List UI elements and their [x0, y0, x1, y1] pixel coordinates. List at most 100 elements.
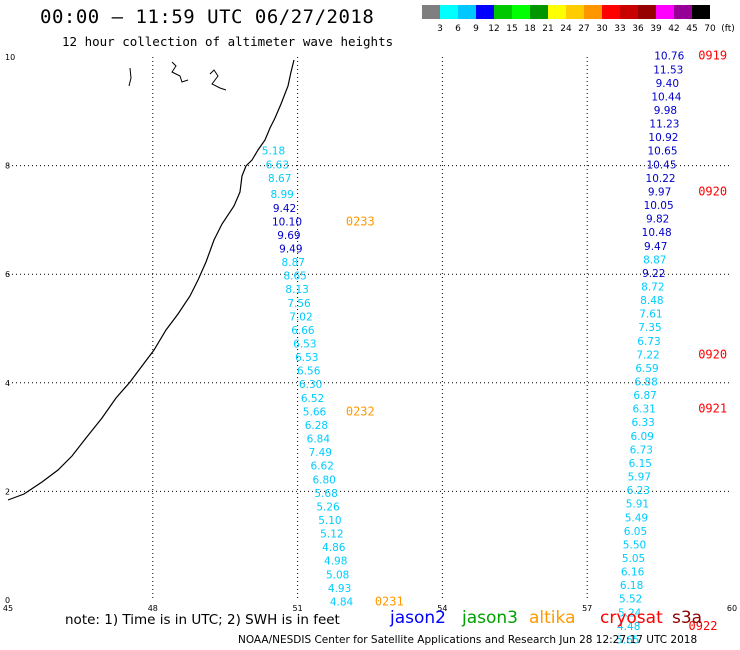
island-shapes: [128, 61, 227, 91]
y-tick-label: 8: [5, 162, 10, 171]
pass-time-label: 0919: [698, 49, 727, 63]
pass-time-label: 0922: [689, 619, 718, 633]
wave-height-point: 4.98: [324, 556, 347, 568]
colorbar-swatch: [638, 5, 656, 19]
wave-height-point: 9.40: [656, 78, 679, 90]
wave-height-point: 6.16: [621, 567, 645, 579]
wave-height-point: 10.65: [647, 146, 677, 158]
colorbar-label: 9: [473, 24, 479, 34]
wave-height-point: 9.49: [279, 243, 302, 255]
colorbar-label: 70: [704, 24, 716, 34]
colorbar-swatch: [692, 5, 710, 19]
wave-height-point: 10.92: [648, 132, 678, 144]
x-tick-label: 51: [293, 604, 303, 613]
wave-height-point: 10.44: [651, 91, 681, 103]
colorbar-swatch: [674, 5, 692, 19]
legend-altika: altika: [529, 608, 576, 628]
pass-time-label: 0921: [698, 402, 727, 416]
wave-height-point: 5.05: [622, 553, 645, 565]
y-tick-label: 4: [5, 379, 10, 388]
wave-height-point: 5.08: [326, 569, 349, 581]
wave-height-point: 9.22: [642, 268, 665, 280]
wave-height-point: 9.98: [654, 105, 677, 117]
wave-height-point: 7.02: [289, 311, 312, 323]
colorbar: 3 6 9 12 15 18 21 24 27 30 33 36 39 42 45 70 (ft): [422, 5, 735, 34]
wave-height-point: 8.72: [641, 281, 664, 293]
colorbar-label: 6: [455, 24, 461, 34]
colorbar-swatch: [512, 5, 530, 19]
colorbar-label: (ft): [721, 24, 735, 34]
wave-height-point: 5.66: [303, 406, 327, 418]
wave-height-point: 6.59: [635, 363, 658, 375]
colorbar-label: 42: [668, 24, 679, 34]
wave-height-point: 7.49: [309, 447, 332, 459]
colorbar-label: 3: [437, 24, 443, 34]
colorbar-label: 18: [524, 24, 536, 34]
wave-height-point: 6.87: [633, 390, 656, 402]
wave-height-point: 5.18: [262, 146, 285, 158]
wave-height-point: 9.97: [648, 186, 671, 198]
wave-height-point: 5.26: [316, 501, 340, 513]
legend-s3a: s3a: [672, 608, 703, 628]
wave-height-point: 6.15: [629, 458, 652, 470]
wave-height-point: 6.30: [299, 379, 322, 391]
chart-title: 00:00 — 11:59 UTC 06/27/2018: [40, 6, 375, 28]
wave-height-point: 8.48: [640, 295, 663, 307]
wave-height-point: 4.93: [328, 583, 351, 595]
wave-height-point: 5.68: [314, 488, 337, 500]
y-tick-label: 0: [5, 596, 10, 605]
wave-height-point: 7.56: [287, 298, 311, 310]
wave-height-point: 6.28: [305, 420, 328, 432]
colorbar-label: 27: [578, 24, 589, 34]
colorbar-swatch: [656, 5, 674, 19]
wave-height-point: 6.73: [637, 336, 660, 348]
x-tick-label: 54: [437, 604, 447, 613]
wave-height-point: 6.63: [266, 159, 289, 171]
wave-height-point: 8.99: [270, 189, 293, 201]
legend-jason3: jason3: [462, 608, 518, 628]
colorbar-label: 30: [596, 24, 608, 34]
wave-height-point: 5.24: [618, 607, 642, 619]
wave-height-point: 6.52: [301, 393, 324, 405]
wave-height-point: 5.12: [320, 529, 343, 541]
wave-height-point: 6.84: [307, 434, 331, 446]
colorbar-swatch: [458, 5, 476, 19]
wave-height-point: 5.10: [318, 515, 341, 527]
wave-height-point: 8.65: [283, 271, 306, 283]
wave-height-point: 6.53: [295, 352, 318, 364]
chart-grid: [8, 57, 732, 600]
colorbar-swatch: [422, 5, 440, 19]
colorbar-label: 39: [650, 24, 662, 34]
wave-height-point: 6.80: [312, 474, 335, 486]
wave-height-point: 8.87: [643, 254, 666, 266]
footer-note: note: 1) Time is in UTC; 2) SWH is in fe…: [65, 612, 340, 628]
wave-height-point: 6.62: [311, 461, 334, 473]
pass-time-label: 0920: [698, 184, 727, 198]
wave-height-point: 10.22: [646, 173, 676, 185]
wave-height-point: 6.33: [631, 417, 654, 429]
colorbar-label: 45: [686, 24, 697, 34]
colorbar-label: 12: [488, 24, 499, 34]
wave-height-point: 5.52: [619, 594, 642, 606]
wave-height-point: 5.65: [616, 634, 639, 646]
wave-height-point: 10.05: [644, 200, 674, 212]
colorbar-swatch: [494, 5, 512, 19]
colorbar-swatch: [440, 5, 458, 19]
chart-subtitle: 12 hour collection of altimeter wave hei…: [62, 34, 394, 49]
colorbar-swatch: [620, 5, 638, 19]
credit-line: NOAA/NESDIS Center for Satellite Applica…: [238, 634, 698, 646]
wave-height-point: 6.31: [632, 404, 655, 416]
x-tick-label: 48: [148, 604, 158, 613]
pass-time-label: 0233: [346, 214, 375, 228]
wave-height-point: 5.50: [623, 539, 646, 551]
wave-height-point: 10.48: [642, 227, 672, 239]
wave-height-point: 6.73: [630, 444, 653, 456]
wave-height-point: 9.69: [277, 230, 300, 242]
legend-cryosat: cryosat: [600, 608, 663, 628]
wave-height-point: 6.09: [631, 431, 654, 443]
colorbar-label: 33: [614, 24, 625, 34]
wave-height-point: 4.84: [330, 596, 354, 608]
wave-height-point: 5.91: [626, 499, 649, 511]
